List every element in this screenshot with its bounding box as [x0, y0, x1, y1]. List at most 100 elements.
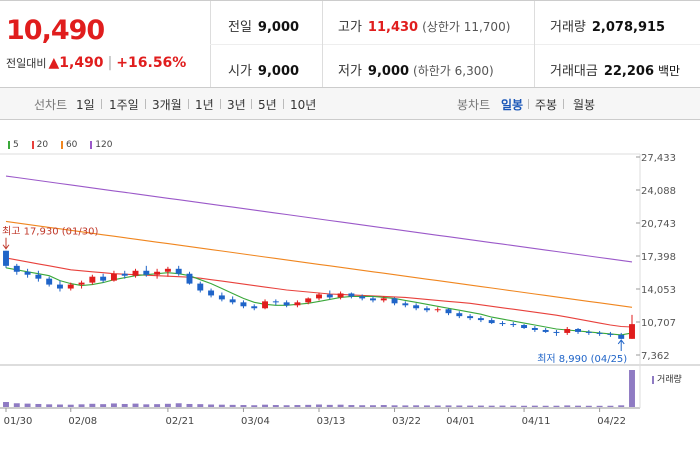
volume-bar — [240, 405, 247, 407]
high-annotation: 최고 17,930 (01/30) — [2, 226, 98, 238]
volume-bar — [359, 405, 366, 407]
candle-body — [132, 270, 139, 276]
legend-ma120: 120 — [90, 140, 112, 150]
candle-body — [35, 274, 42, 279]
y-tick-label: 14,053 — [641, 285, 676, 296]
volume-bar — [262, 404, 269, 407]
candle-body — [402, 303, 409, 306]
candle-body — [607, 333, 614, 335]
candle-body — [78, 282, 85, 285]
candle-body — [186, 273, 193, 284]
amount-stat: 거래대금 22,206 백만 — [550, 64, 681, 79]
candle-body — [46, 278, 53, 285]
volume-bar — [100, 404, 107, 407]
candle-body — [283, 302, 290, 306]
volume-bar — [46, 404, 53, 407]
candle-body — [521, 325, 528, 328]
price-summary: 10,490 전일대비 ▲1,490 | +16.56% — [0, 1, 211, 87]
volume-bar — [283, 405, 290, 407]
volume-bar — [445, 405, 452, 407]
period-3y-button[interactable]: 3년 — [227, 98, 246, 112]
volume-bar — [467, 405, 474, 407]
x-tick-label: 02/08 — [68, 416, 97, 427]
volume-bar — [175, 403, 182, 407]
candle-body — [575, 328, 582, 332]
candle-body — [294, 302, 301, 306]
volume-bar — [229, 404, 236, 407]
monthly-candle-button[interactable]: 월봉 — [573, 98, 596, 112]
period-1y-button[interactable]: 1년 — [195, 98, 214, 112]
x-tick-label: 03/22 — [392, 416, 421, 427]
period-1d-button[interactable]: 1일 — [76, 98, 95, 112]
candle-body — [121, 273, 128, 276]
line-chart-label: 선차트 — [34, 98, 68, 112]
candle-body — [110, 273, 117, 281]
period-3m-button[interactable]: 3개월 — [152, 98, 182, 112]
volume-bar — [121, 403, 128, 407]
candle-body — [380, 298, 387, 301]
x-tick-label: 03/04 — [241, 416, 270, 427]
candle-body — [391, 298, 398, 304]
volume-bar — [56, 404, 63, 407]
volume-bar — [629, 370, 635, 407]
volume-bar — [251, 405, 258, 407]
y-tick-label: 24,088 — [641, 186, 676, 197]
current-price: 10,490 — [6, 15, 105, 46]
down-arrow-icon — [2, 237, 10, 250]
change-label: 전일대비 — [6, 57, 47, 70]
candle-body — [445, 309, 452, 314]
volume-bar — [305, 404, 312, 407]
candle-body — [272, 301, 279, 303]
candle-chart-label: 봉차트 — [457, 98, 491, 112]
up-arrow-icon: ▲ — [48, 55, 60, 71]
y-tick-label: 20,743 — [641, 219, 676, 230]
volume-bar — [585, 405, 592, 407]
period-5y-button[interactable]: 5년 — [258, 98, 277, 112]
volume-bar — [575, 405, 582, 407]
x-tick-label: 03/13 — [317, 416, 346, 427]
ma5-line — [5, 267, 633, 336]
candle-body — [3, 250, 9, 266]
volume-bar — [154, 404, 161, 407]
candle-body — [542, 329, 549, 332]
period-10y-button[interactable]: 10년 — [290, 98, 317, 112]
volume-bar — [413, 405, 420, 407]
daily-candle-button[interactable]: 일봉 — [501, 98, 524, 112]
volume-bar — [89, 403, 96, 407]
chart-toolbar: 선차트 1일 1주일 3개월 1년 3년 5년 10년 봉차트 일봉 주봉 월봉 — [0, 88, 700, 120]
volume-bar — [3, 402, 9, 407]
volume-bar — [164, 403, 171, 407]
candle-body — [359, 296, 366, 299]
volume-bar — [391, 405, 398, 407]
volume-stat: 거래량 2,078,915 — [550, 20, 666, 35]
change-row: 전일대비 ▲1,490 | +16.56% — [6, 55, 186, 71]
header-divider — [210, 44, 700, 45]
volume-bar — [596, 405, 603, 407]
column-divider — [322, 1, 323, 87]
volume-bar — [67, 404, 74, 407]
ma20-line — [5, 257, 633, 328]
change-rate: +16.56% — [116, 55, 187, 71]
price-chart: 27,433 24,088 20,743 17,398 14,053 10,707 7,36… — [0, 153, 700, 427]
weekly-candle-button[interactable]: 주봉 — [535, 98, 558, 112]
candle-body — [553, 331, 560, 333]
volume-bar — [402, 405, 409, 407]
candle-body — [164, 268, 171, 272]
candle-body — [24, 271, 31, 275]
candle-body — [413, 305, 420, 309]
y-tick-label: 7,362 — [641, 351, 670, 362]
candle-body — [251, 306, 258, 309]
quote-header: 10,490 전일대비 ▲1,490 | +16.56% 전일 9,000 시가 9,00… — [0, 0, 700, 88]
volume-bar — [132, 403, 139, 407]
candle-body — [477, 318, 484, 321]
x-tick-label: 04/01 — [446, 416, 475, 427]
ma60-line — [5, 220, 633, 308]
y-tick-label: 10,707 — [641, 318, 676, 329]
x-tick-label: 04/11 — [522, 416, 551, 427]
candle-body — [240, 302, 247, 307]
candle-body — [56, 284, 63, 289]
period-1w-button[interactable]: 1주일 — [109, 98, 139, 112]
prev-close-stat: 전일 9,000 — [228, 20, 300, 35]
candle-body — [629, 324, 635, 339]
volume-bar — [477, 405, 484, 407]
